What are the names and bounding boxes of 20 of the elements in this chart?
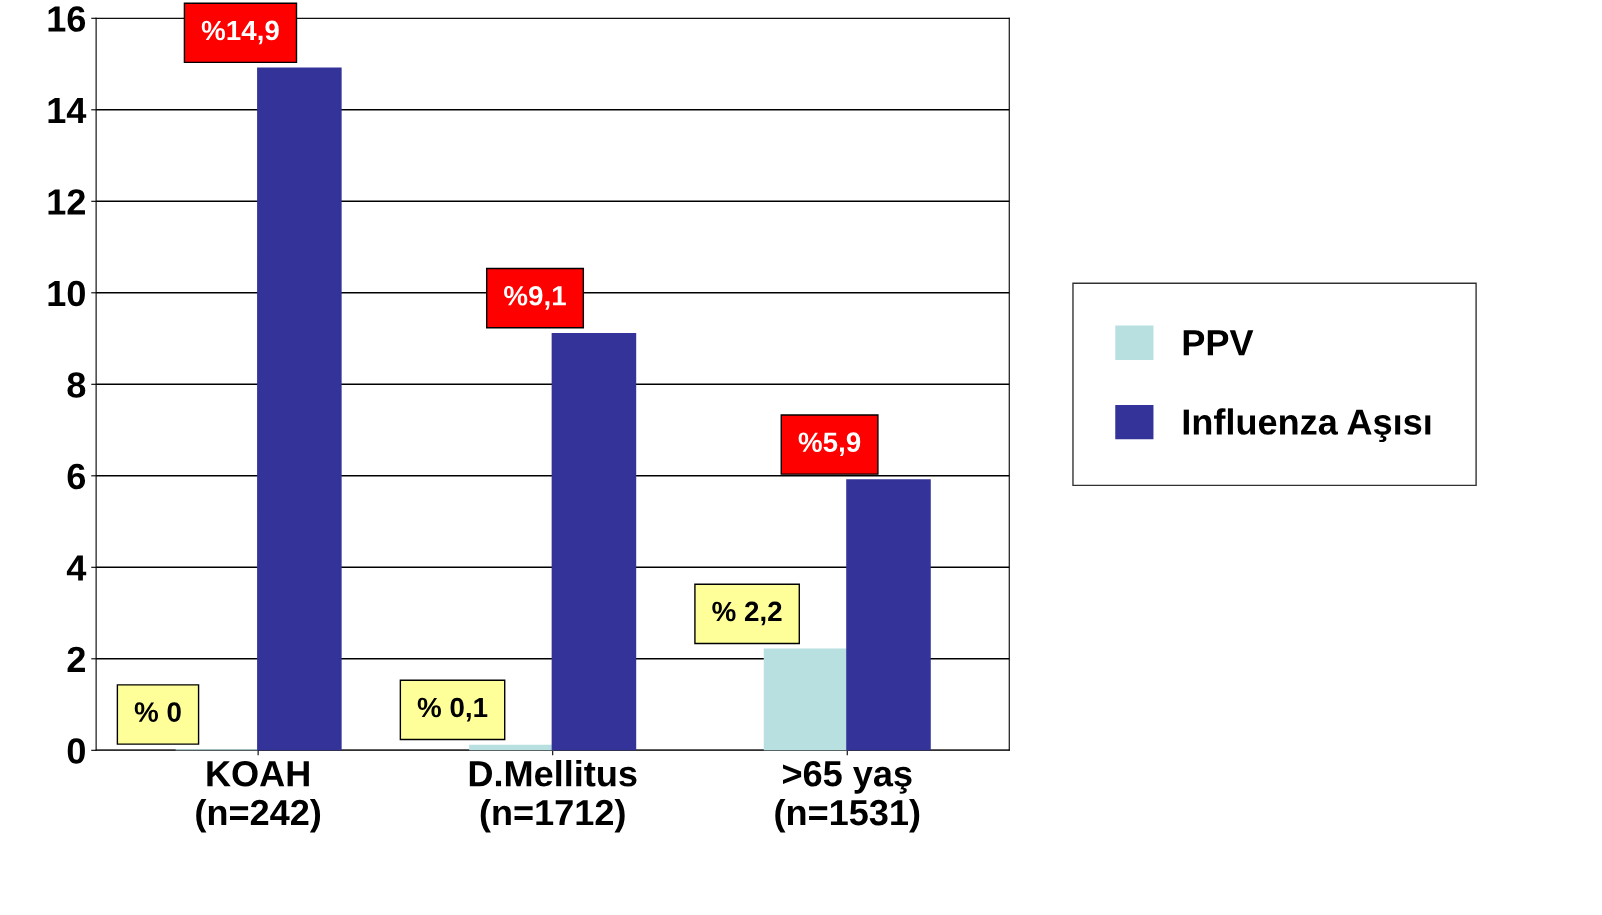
data-label: % 0 bbox=[134, 702, 181, 722]
data-label: %5,9 bbox=[798, 432, 861, 457]
x-tick-label: >65 yaş (n=1531) bbox=[775, 760, 920, 833]
legend-label: PPV bbox=[1183, 330, 1254, 356]
y-tick-label: 10 bbox=[48, 280, 85, 307]
y-tick-label: 6 bbox=[67, 463, 86, 490]
y-tick-label: 8 bbox=[67, 372, 86, 398]
y-tick-label: 12 bbox=[48, 189, 85, 215]
y-tick-label: 0 bbox=[67, 738, 85, 764]
y-tick-label: 2 bbox=[67, 646, 85, 672]
data-label: %14,9 bbox=[201, 20, 279, 45]
x-tick-label: D.Mellitus (n=1712) bbox=[469, 760, 637, 833]
x-tick-label: KOAH (n=242) bbox=[196, 760, 321, 833]
data-label: %9,1 bbox=[504, 285, 566, 310]
data-label: % 2,2 bbox=[712, 601, 782, 626]
y-tick-label: 14 bbox=[48, 98, 87, 123]
y-tick-label: 16 bbox=[48, 6, 86, 32]
legend-label: Influenza Aşısı bbox=[1183, 408, 1431, 442]
y-tick-label: 4 bbox=[66, 555, 87, 581]
data-label: % 0,1 bbox=[417, 697, 488, 722]
